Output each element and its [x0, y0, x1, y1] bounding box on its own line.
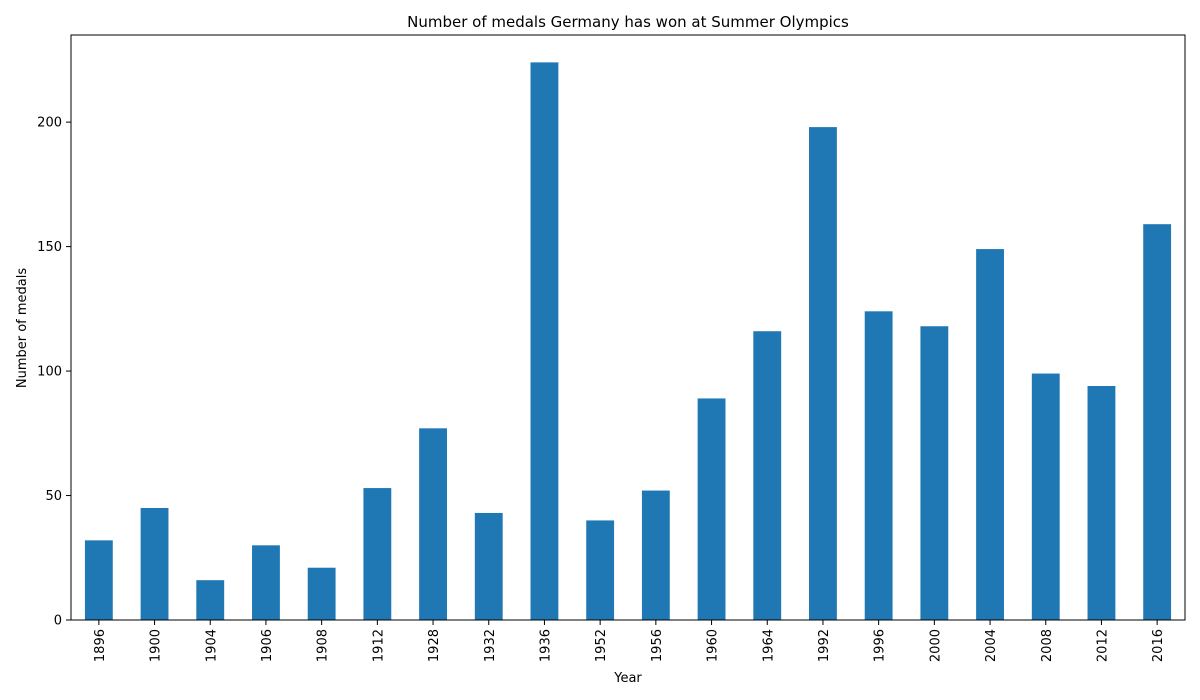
x-tick-label: 2008 [1040, 629, 1055, 662]
y-tick-label: 150 [37, 240, 62, 255]
x-tick-label: 2004 [984, 629, 999, 662]
x-tick-label: 1908 [316, 629, 331, 662]
x-tick-label: 2000 [928, 629, 943, 662]
chart-title: Number of medals Germany has won at Summ… [407, 13, 849, 31]
y-tick-label: 0 [54, 614, 62, 629]
bar-2004 [976, 249, 1004, 620]
x-tick-label: 1992 [817, 629, 832, 662]
plot-frame [70, 34, 1186, 621]
x-tick-label: 1956 [650, 629, 665, 662]
bar-2000 [920, 326, 949, 620]
x-tick-label: 1904 [204, 629, 219, 662]
y-axis-title: Number of medals [15, 268, 30, 389]
x-tick-label: 1936 [538, 629, 553, 662]
x-tick-label: 1896 [93, 629, 108, 662]
x-tick-label: 1928 [427, 629, 442, 662]
bar-1936 [530, 62, 559, 620]
x-tick-label: 1932 [483, 629, 498, 662]
x-tick-label: 1906 [260, 629, 275, 662]
y-axis: 0 50 100 150 200 [37, 116, 71, 629]
bar-1908 [307, 567, 336, 620]
x-tick-label: 1912 [371, 629, 386, 662]
bars-group [84, 62, 1172, 621]
x-tick-label: 1964 [761, 629, 776, 662]
bar-2008 [1031, 373, 1060, 620]
bar-1928 [419, 428, 447, 620]
bar-1956 [641, 490, 670, 620]
bar-1932 [474, 512, 503, 620]
bar-1900 [140, 507, 169, 620]
y-tick-label: 50 [45, 489, 62, 504]
bar-1896 [84, 540, 113, 620]
bar-1960 [697, 398, 726, 620]
bar-1964 [753, 331, 782, 620]
bar-1912 [363, 488, 392, 620]
x-tick-label: 1900 [149, 629, 164, 662]
x-tick-label: 1960 [706, 629, 721, 662]
bar-2016 [1143, 224, 1172, 621]
x-tick-label: 2012 [1095, 629, 1110, 662]
y-tick-label: 200 [37, 116, 62, 131]
bar-1996 [864, 311, 893, 620]
x-axis: 1896 1900 1904 1906 1908 1912 1928 1932 1936 1952… [93, 620, 1166, 662]
bar-2012 [1087, 386, 1116, 620]
bar-1992 [809, 127, 837, 620]
x-tick-label: 2016 [1151, 629, 1166, 662]
bar-1906 [252, 545, 280, 620]
x-tick-label: 1996 [873, 629, 888, 662]
bar-1952 [586, 520, 615, 620]
x-tick-label: 1952 [594, 629, 609, 662]
y-tick-label: 100 [37, 365, 62, 380]
x-axis-title: Year [613, 671, 642, 686]
bar-1904 [196, 580, 225, 620]
